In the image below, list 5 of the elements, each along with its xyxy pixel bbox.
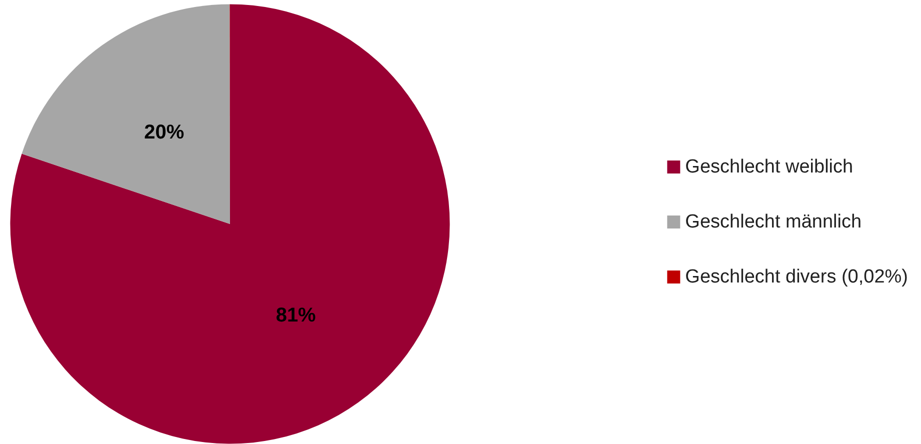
data-label: 81% (276, 304, 316, 327)
legend-label: Geschlecht divers (0,02%) (685, 266, 908, 288)
legend-label: Geschlecht weiblich (685, 156, 854, 178)
data-label: 20% (144, 121, 184, 144)
legend-label: Geschlecht männlich (685, 212, 862, 232)
